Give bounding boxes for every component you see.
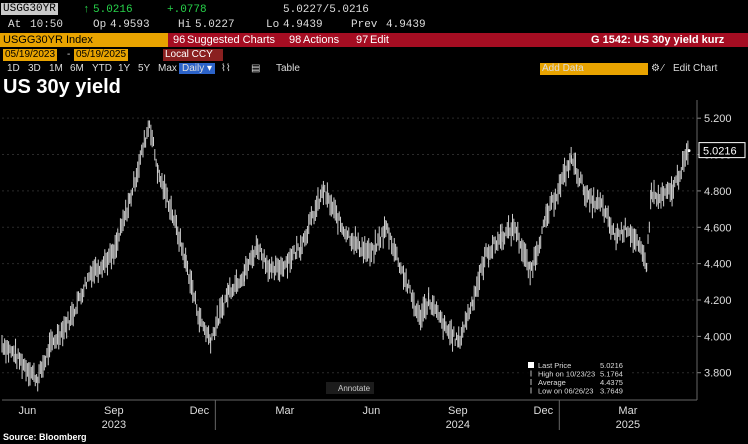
legend-value: 3.7649 — [600, 387, 623, 396]
x-year-label: 2025 — [616, 419, 640, 431]
high-label: Hi — [178, 19, 192, 31]
x-tick-label: Mar — [618, 405, 637, 417]
period-1m[interactable]: 1M — [49, 63, 63, 74]
edit-button[interactable]: Edit — [370, 34, 389, 46]
frequency-select[interactable]: Daily ▾ — [179, 63, 216, 74]
at-label: At — [8, 19, 22, 31]
x-tick-label: Dec — [190, 405, 210, 417]
legend-label: Average — [538, 378, 566, 387]
y-axis: 3.8004.0004.2004.4004.6004.8005.0005.200… — [696, 100, 746, 400]
prev-label: Prev — [351, 19, 378, 31]
annotate-bg — [326, 382, 374, 394]
frequency-label: Daily — [182, 63, 205, 74]
up-arrow-icon: ↑ — [83, 4, 90, 16]
x-tick-label: Dec — [534, 405, 554, 417]
y-tick-label: 4.400 — [704, 259, 732, 271]
source-label: Source: Bloomberg — [3, 432, 87, 442]
chart-heading: US 30y yield — [3, 76, 121, 98]
y-tick-label: 4.800 — [704, 186, 732, 198]
last-point — [687, 149, 691, 153]
settings-icon[interactable]: ⚙ — [651, 63, 660, 74]
yield-chart: 3.8004.0004.2004.4004.6004.8005.0005.200… — [1, 100, 746, 431]
quote-time: 10:50 — [30, 19, 64, 31]
chart-title-label: G 1542: US 30y yield kurz — [591, 34, 725, 46]
open-value: 4.9593 — [110, 19, 150, 31]
last-price: 5.0216 — [93, 4, 133, 16]
ticker-symbol[interactable]: USGG30YR — [1, 3, 58, 15]
y-tick-label: 4.200 — [704, 295, 732, 307]
x-tick-label: Sep — [448, 405, 468, 417]
date-range-row: 05/19/2023 - 05/19/2025 Local CCY — [0, 49, 748, 62]
y-tick-label: 5.200 — [704, 113, 732, 125]
command-bar — [168, 33, 748, 47]
period-max[interactable]: Max — [158, 63, 177, 74]
y-tick-label: 4.600 — [704, 222, 732, 234]
prev-value: 4.9439 — [386, 19, 426, 31]
price-bars — [1, 120, 691, 392]
y-tick-label: 3.800 — [704, 368, 732, 380]
legend-label: Low on 06/26/23 — [538, 387, 593, 396]
add-data-input[interactable]: Add Data — [540, 63, 648, 75]
table-button[interactable]: Table — [276, 63, 300, 74]
grid-icon[interactable]: ▤ — [251, 63, 261, 74]
x-axis: Jun Sep Dec Mar Jun Sep Dec Mar 2023 2024 2025 — [2, 399, 697, 431]
x-tick-label: Sep — [104, 405, 124, 417]
period-1d[interactable]: 1D — [7, 63, 20, 74]
suggested-charts-button[interactable]: Suggested Charts — [187, 34, 276, 46]
start-date-input[interactable]: 05/19/2023 — [3, 49, 58, 61]
x-tick-label: Jun — [362, 405, 380, 417]
edit-num: 97 — [356, 34, 369, 46]
x-year-label: 2023 — [102, 419, 126, 431]
period-5y[interactable]: 5Y — [138, 63, 151, 74]
legend-value: 5.1764 — [600, 370, 623, 379]
suggested-charts-num: 96 — [173, 34, 186, 46]
period-1y[interactable]: 1Y — [118, 63, 131, 74]
high-value: 5.0227 — [195, 19, 235, 31]
period-ytd[interactable]: YTD — [92, 63, 112, 74]
legend: Last Price 5.0216 High on 10/23/23 5.1764 Av… — [522, 359, 632, 397]
legend-swatch — [528, 362, 534, 368]
price-change: +.0778 — [167, 4, 207, 16]
end-date-input[interactable]: 05/19/2025 — [74, 49, 129, 61]
actions-num: 98 — [289, 34, 302, 46]
chart-grid — [2, 117, 697, 374]
line-chart-icon[interactable]: ⌇⌇ — [221, 63, 231, 74]
period-6m[interactable]: 6M — [70, 63, 84, 74]
legend-value: 5.0216 — [600, 361, 623, 370]
annotate-label: Annotate — [338, 384, 371, 393]
quote-header-row1: USGG30YR ↑ 5.0216 +.0778 5.0227/5.0216 — [0, 2, 748, 18]
currency-select[interactable]: Local CCY — [163, 49, 223, 61]
period-3d[interactable]: 3D — [28, 63, 41, 74]
legend-box — [522, 359, 632, 397]
y-tick-label: 4.000 — [704, 331, 732, 343]
low-value: 4.9439 — [283, 19, 323, 31]
edit-chart-button[interactable]: Edit Chart — [673, 63, 718, 74]
last-price-label: 5.0216 — [703, 146, 737, 158]
index-label[interactable]: USGG30YR Index — [3, 34, 93, 46]
last-price-box — [698, 142, 746, 159]
quote-header-row2: At 10:50 Op 4.9593 Hi 5.0227 Lo 4.9439 P… — [0, 17, 748, 33]
range-dash: - — [67, 49, 71, 60]
open-label: Op — [93, 19, 107, 31]
period-row: 1D 3D 1M 6M YTD 1Y 5Y Max Daily ▾ ⌇⌇ ▤ T… — [0, 62, 748, 75]
low-label: Lo — [266, 19, 280, 31]
x-year-label: 2024 — [446, 419, 470, 431]
legend-label: Last Price — [538, 361, 571, 370]
bid-ask: 5.0227/5.0216 — [283, 4, 369, 16]
actions-button[interactable]: Actions — [303, 34, 340, 46]
legend-value: 4.4375 — [600, 378, 623, 387]
edit-chart-icon[interactable]: ⁄ — [662, 63, 664, 74]
x-tick-label: Jun — [18, 405, 36, 417]
annotate-button[interactable]: Annotate — [326, 382, 374, 394]
x-tick-label: Mar — [275, 405, 294, 417]
legend-label: High on 10/23/23 — [538, 370, 595, 379]
